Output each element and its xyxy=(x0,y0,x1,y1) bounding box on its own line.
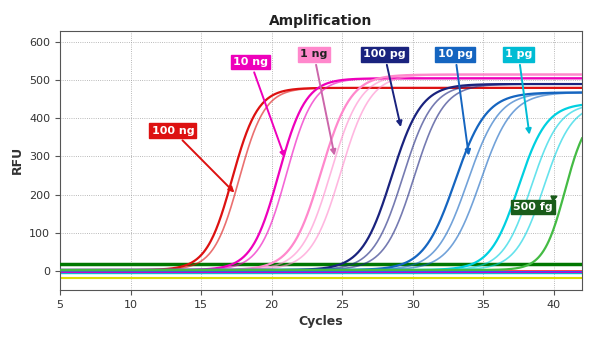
Title: Amplification: Amplification xyxy=(269,14,373,28)
Text: 10 pg: 10 pg xyxy=(437,49,473,153)
Text: 1 pg: 1 pg xyxy=(505,49,532,133)
Text: 500 fg: 500 fg xyxy=(513,196,556,212)
Text: 10 ng: 10 ng xyxy=(233,57,284,155)
Text: 100 pg: 100 pg xyxy=(363,49,406,125)
Text: 1 ng: 1 ng xyxy=(300,49,335,153)
Y-axis label: RFU: RFU xyxy=(11,146,23,174)
Text: 100 ng: 100 ng xyxy=(152,125,233,191)
X-axis label: Cycles: Cycles xyxy=(299,315,343,328)
